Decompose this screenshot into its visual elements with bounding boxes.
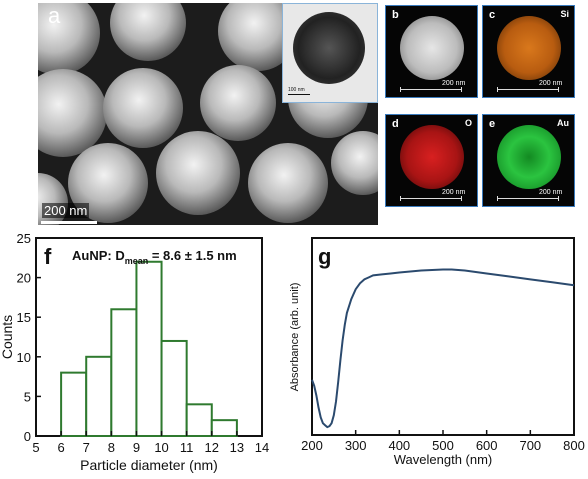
absorbance-x-tick-label: 200 (301, 438, 323, 453)
histogram-x-tick-label: 13 (230, 440, 244, 455)
map-b: b 200 nm (385, 5, 478, 98)
map-c-particle (497, 16, 561, 80)
histogram-x-tick-label: 12 (205, 440, 219, 455)
histogram-y-tick-label: 20 (17, 271, 31, 286)
map-d-scale-label: 200 nm (442, 189, 466, 196)
sem-image-panel: a 200 nm 100 nm (38, 3, 378, 225)
histogram-x-tick-label: 11 (180, 440, 194, 455)
map-e-element: Au (557, 118, 569, 128)
map-c-letter: c (489, 9, 496, 21)
absorbance-x-tick-label: 700 (519, 438, 541, 453)
map-b-letter: b (392, 9, 399, 21)
sem-scale-bar (41, 221, 97, 224)
histogram-bar (185, 403, 213, 438)
tem-scale-bar (288, 94, 310, 95)
histogram-x-tick-label: 9 (133, 440, 140, 455)
histogram-x-tick-label: 8 (108, 440, 115, 455)
histogram-y-tick-label: 15 (17, 310, 31, 325)
sem-scale-label: 200 nm (42, 203, 90, 218)
histogram-bar (160, 339, 188, 437)
histogram-x-label: Particle diameter (nm) (80, 457, 218, 473)
histogram-y-tick-label: 25 (17, 232, 31, 246)
map-c-element: Si (560, 9, 569, 19)
map-d-letter: d (392, 118, 399, 130)
tem-inset: 100 nm (282, 3, 378, 103)
histogram-annotation: AuNP: Dmean = 8.6 ± 1.5 nm (72, 248, 237, 266)
histogram-y-label: Counts (0, 315, 15, 359)
map-e-scale-bar (497, 196, 559, 201)
map-d-element: O (464, 118, 472, 128)
absorbance-x-label: Wavelength (nm) (394, 452, 493, 467)
histogram-x-tick-label: 6 (57, 440, 64, 455)
histogram-bar (85, 355, 113, 437)
histogram-panel-letter: f (44, 244, 52, 269)
absorbance-chart: 200 300 400 500 600 700 800 g Wavelength (nm) … (289, 237, 585, 467)
map-b-scale-label: 200 nm (442, 80, 466, 87)
absorbance-x-tick-label: 600 (476, 438, 498, 453)
map-c-scale-label: 200 nm (539, 80, 563, 87)
histogram-x-tick-label: 7 (83, 440, 90, 455)
histogram-x-tick-label: 14 (255, 440, 269, 455)
histogram-bar (135, 260, 163, 438)
map-d-scale-bar (400, 196, 462, 201)
map-e: e Au 200 nm (482, 114, 575, 207)
map-e-letter: e (489, 118, 496, 130)
histogram-bar (60, 371, 88, 437)
absorbance-panel-letter: g (318, 244, 331, 269)
histogram-x-tick-label: 5 (32, 440, 39, 455)
tem-scale-label: 100 nm (288, 87, 305, 93)
histogram-bar (110, 308, 138, 437)
panel-a-letter: a (48, 3, 61, 28)
tem-particle (293, 12, 365, 84)
map-e-scale-label: 200 nm (539, 189, 563, 196)
histogram-bar (210, 419, 238, 438)
histogram-x-tick-label: 10 (154, 440, 168, 455)
map-c-scale-bar (497, 87, 559, 92)
map-d-particle (400, 125, 464, 189)
map-b-particle (400, 16, 464, 80)
histogram-y-tick-label: 5 (24, 389, 31, 404)
absorbance-x-tick-label: 800 (563, 438, 585, 453)
absorbance-series-line (311, 268, 575, 429)
map-c: c Si 200 nm (482, 5, 575, 98)
absorbance-x-tick-label: 300 (345, 438, 367, 453)
map-d: d O 200 nm (385, 114, 478, 207)
absorbance-y-label: Absorbance (arb. unit) (289, 283, 301, 392)
histogram-y-tick-label: 10 (17, 350, 31, 365)
map-b-scale-bar (400, 87, 462, 92)
absorbance-x-tick-label: 400 (388, 438, 410, 453)
absorbance-plot-frame (311, 237, 575, 436)
absorbance-x-tick-label: 500 (432, 438, 454, 453)
map-e-particle (497, 125, 561, 189)
histogram-y-tick-label: 0 (24, 429, 31, 444)
